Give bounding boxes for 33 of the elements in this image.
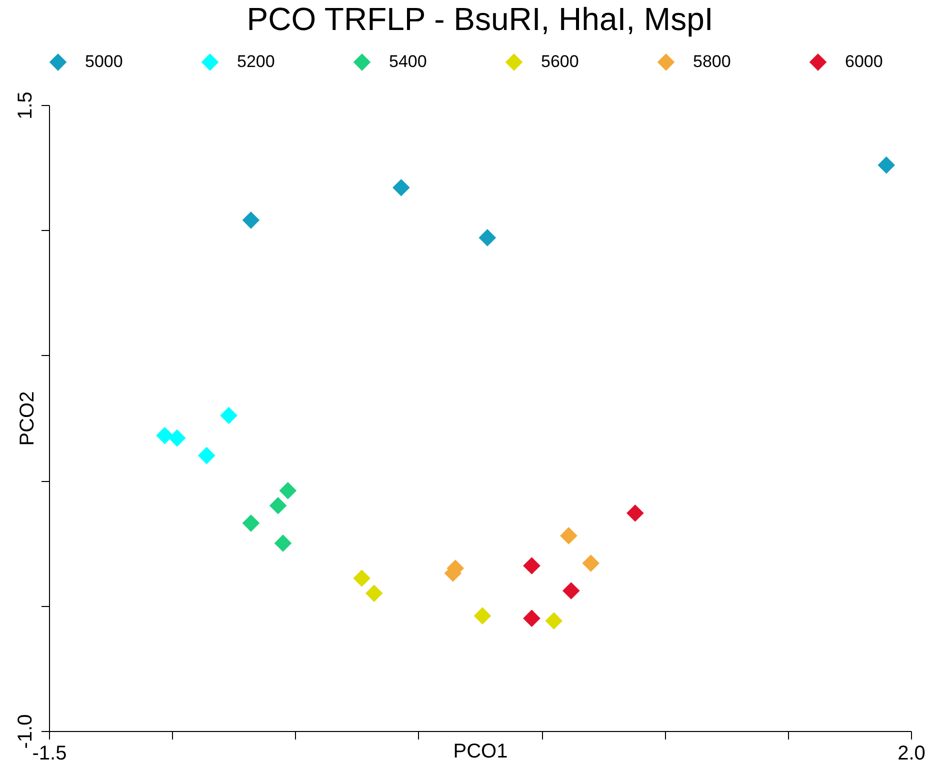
x-axis-title: PCO1 xyxy=(453,740,508,762)
legend-label: 5400 xyxy=(389,52,427,72)
x-tick-label: 2.0 xyxy=(898,742,926,764)
point xyxy=(242,514,260,532)
legend-label: 5800 xyxy=(693,52,731,72)
legend-label: 5000 xyxy=(85,52,123,72)
point xyxy=(156,426,174,444)
y-axis-title: PCO2 xyxy=(16,391,38,446)
point xyxy=(198,446,216,464)
point xyxy=(365,584,383,602)
point xyxy=(523,610,540,627)
point xyxy=(474,607,492,624)
point xyxy=(279,482,297,500)
point xyxy=(545,612,563,630)
point xyxy=(274,534,292,552)
point xyxy=(523,557,540,574)
point xyxy=(269,496,287,514)
point xyxy=(562,582,580,600)
point xyxy=(878,156,896,174)
point xyxy=(626,504,644,522)
point xyxy=(560,527,578,544)
legend-label: 5200 xyxy=(237,52,275,72)
point xyxy=(242,212,260,229)
point xyxy=(582,554,600,572)
point xyxy=(168,429,186,447)
point xyxy=(220,406,238,424)
chart-title: PCO TRFLP - BsuRI, HhaI, MspI xyxy=(246,1,714,37)
point xyxy=(392,178,410,196)
point xyxy=(353,570,370,587)
legend-label: 5600 xyxy=(541,52,579,72)
legend-label: 6000 xyxy=(845,52,883,72)
point xyxy=(478,229,496,246)
y-tick-label: 1.5 xyxy=(14,92,36,120)
